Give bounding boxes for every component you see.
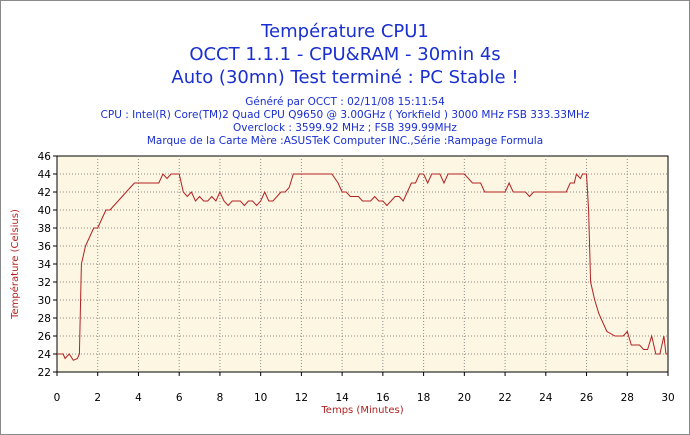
x-tick-label: 16 bbox=[376, 392, 390, 404]
x-tick-label: 18 bbox=[417, 392, 430, 404]
x-axis-label: Temps (Minutes) bbox=[320, 405, 403, 416]
y-axis-label: Température (Celsius) bbox=[9, 209, 21, 320]
y-tick-label: 34 bbox=[38, 259, 52, 271]
x-axis: 0 2 4 6 8 10 12 14 16 18 20 22 24 26 28 30 bbox=[54, 372, 675, 404]
x-tick-label: 10 bbox=[254, 392, 267, 404]
y-tick-label: 28 bbox=[38, 313, 51, 325]
x-tick-label: 14 bbox=[335, 392, 349, 404]
chart-title: Température CPU1 bbox=[261, 21, 429, 42]
x-tick-label: 28 bbox=[621, 392, 634, 404]
motherboard-info: Marque de la Carte Mère :ASUSTeK Compute… bbox=[146, 135, 544, 147]
y-tick-label: 32 bbox=[38, 277, 51, 289]
x-tick-label: 8 bbox=[217, 392, 224, 404]
x-tick-label: 30 bbox=[661, 392, 674, 404]
generated-info: Généré par OCCT : 02/11/08 15:11:54 bbox=[245, 96, 445, 108]
chart-subtitle-result: Auto (30mn) Test terminé : PC Stable ! bbox=[171, 67, 519, 88]
x-tick-label: 24 bbox=[539, 392, 553, 404]
y-tick-label: 22 bbox=[38, 367, 51, 379]
y-tick-label: 44 bbox=[38, 169, 52, 181]
series-line-cpu1 bbox=[57, 172, 668, 361]
gridlines bbox=[57, 156, 668, 372]
x-tick-label: 12 bbox=[295, 392, 308, 404]
x-tick-label: 4 bbox=[135, 392, 142, 404]
x-tick-label: 26 bbox=[580, 392, 594, 404]
x-tick-label: 6 bbox=[176, 392, 183, 404]
y-tick-label: 40 bbox=[38, 205, 51, 217]
y-tick-label: 36 bbox=[38, 241, 52, 253]
y-tick-label: 30 bbox=[38, 295, 51, 307]
chart-subtitle-test: OCCT 1.1.1 - CPU&RAM - 30min 4s bbox=[189, 44, 501, 65]
y-tick-label: 42 bbox=[38, 187, 51, 199]
y-tick-label: 46 bbox=[38, 151, 52, 163]
cpu-info: CPU : Intel(R) Core(TM)2 Quad CPU Q9650 … bbox=[100, 109, 590, 121]
x-tick-label: 20 bbox=[458, 392, 471, 404]
y-tick-label: 24 bbox=[38, 349, 52, 361]
x-tick-label: 0 bbox=[54, 392, 61, 404]
overclock-info: Overclock : 3599.92 MHz ; FSB 399.99MHz bbox=[233, 122, 457, 134]
x-tick-label: 2 bbox=[94, 392, 101, 404]
x-tick-label: 22 bbox=[498, 392, 511, 404]
y-axis: 22 24 26 28 30 32 34 36 38 40 42 44 46 bbox=[38, 151, 57, 379]
y-tick-label: 38 bbox=[38, 223, 51, 235]
y-tick-label: 26 bbox=[38, 331, 52, 343]
